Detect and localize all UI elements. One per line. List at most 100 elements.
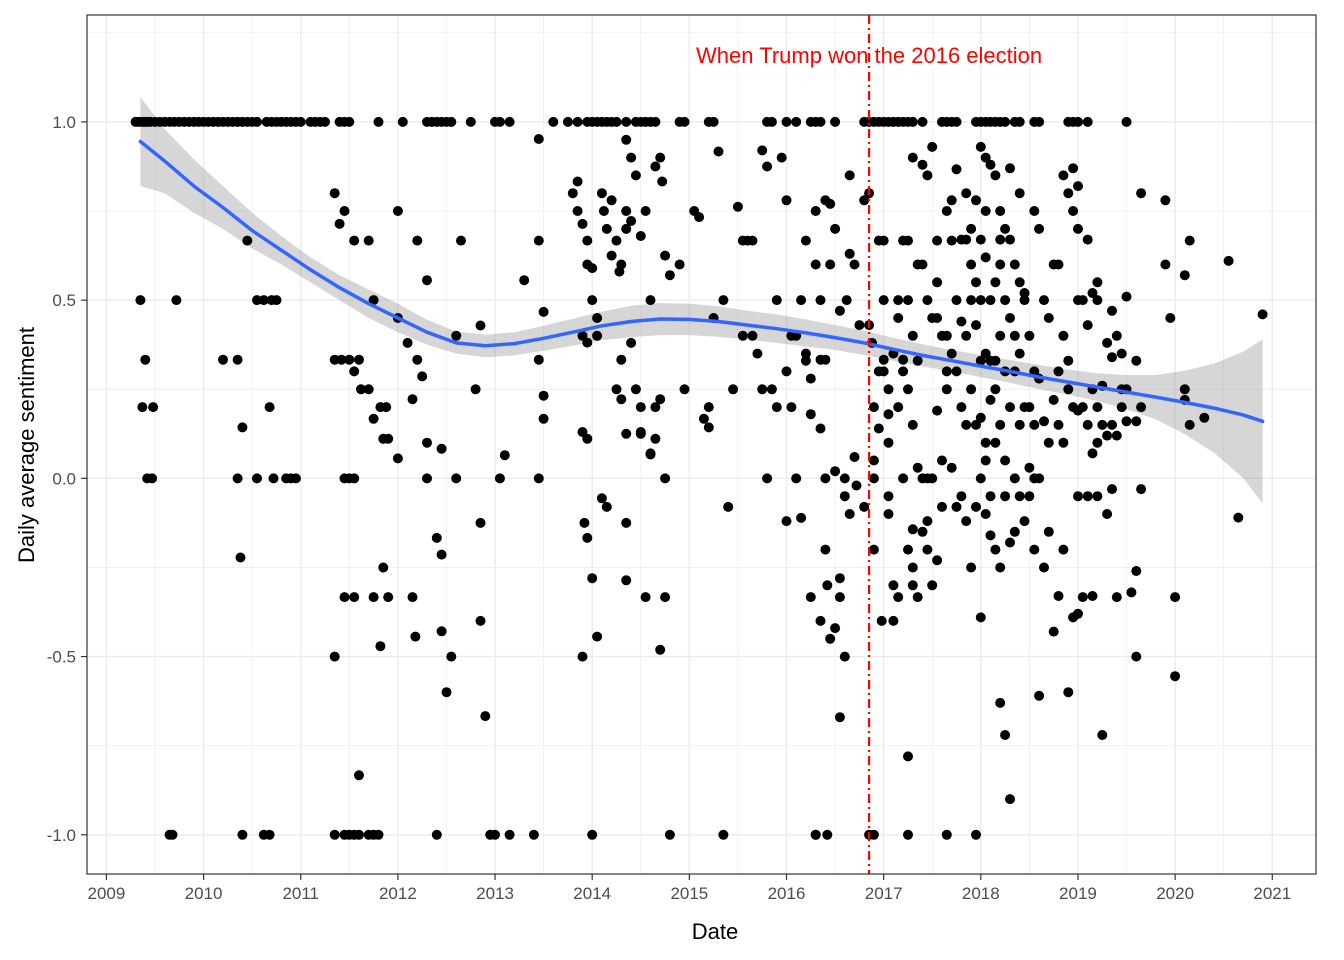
data-point [135,295,146,306]
data-point [1005,163,1015,174]
data-point [975,612,986,623]
data-point [533,354,544,365]
data-point [533,235,544,246]
data-point [878,235,889,246]
data-point [1073,181,1083,192]
data-point [975,141,986,152]
data-point [1102,337,1113,348]
data-point [903,235,913,246]
data-point [1097,419,1108,430]
data-point [451,330,462,341]
data-point [264,829,275,840]
data-point [810,206,821,216]
data-point [1092,295,1103,306]
data-point [917,159,928,170]
data-point [1068,163,1079,174]
data-point [995,206,1006,216]
data-point [946,195,957,206]
data-point [1126,587,1137,598]
data-point [927,473,938,484]
data-point [1082,419,1093,430]
data-point [422,437,432,448]
data-point [1019,288,1030,298]
data-point [868,473,879,484]
data-point [339,206,350,216]
data-point [1043,313,1054,323]
data-point [354,829,364,840]
x-tick-label: 2010 [185,884,223,903]
data-point [650,402,661,413]
data-point [148,402,159,413]
data-point [839,651,850,662]
data-point [392,453,403,464]
data-point [630,384,641,395]
data-point [781,116,792,127]
data-point [868,402,879,413]
data-point [830,223,841,234]
data-point [893,295,904,306]
data-point [392,206,403,216]
data-point [1034,690,1045,701]
data-point [368,295,379,306]
data-point [815,295,826,306]
data-point [237,422,248,433]
data-point [1257,309,1268,320]
data-point [844,170,855,181]
data-point [893,313,904,323]
data-point [903,295,913,306]
data-point [815,615,826,626]
data-point [932,405,943,416]
data-point [1184,235,1195,246]
data-point [626,337,637,348]
x-tick-label: 2021 [1253,884,1291,903]
y-tick-label: 0.0 [52,469,76,488]
data-point [1043,526,1054,537]
data-point [990,544,1001,555]
data-point [635,402,646,413]
data-point [849,259,860,270]
data-point [237,829,248,840]
data-point [883,384,894,395]
data-point [621,134,632,145]
data-point [771,402,782,413]
data-point [876,615,887,626]
data-point [499,450,510,461]
data-point [451,473,462,484]
data-point [436,549,447,560]
data-point [616,354,627,365]
x-axis: 2009 2010 2011 2012 2013 2014 2015 2016 2017 2018… [88,874,1291,903]
data-point [1092,491,1103,502]
data-point [1029,419,1040,430]
data-point [587,573,598,584]
data-point [1107,305,1117,316]
data-point [1019,516,1030,527]
data-point [907,330,918,341]
data-point [752,348,763,359]
data-point [1014,277,1025,288]
data-point [664,270,675,281]
data-point [363,235,374,246]
data-point [985,530,996,541]
data-point [1160,195,1171,206]
data-point [592,313,603,323]
data-point [941,829,952,840]
data-point [494,116,505,127]
data-point [548,116,559,127]
data-point [660,592,671,603]
data-point [898,354,909,365]
data-point [776,152,787,163]
data-point [883,437,894,448]
data-point [762,473,773,484]
data-point [966,259,977,270]
data-point [252,116,262,127]
data-point [616,394,627,405]
data-point [232,354,243,365]
data-point [698,413,709,424]
data-point [410,631,421,642]
data-point [975,234,986,245]
data-point [912,592,923,603]
data-point [1024,491,1035,502]
data-point [932,555,943,566]
data-point [1063,384,1074,395]
